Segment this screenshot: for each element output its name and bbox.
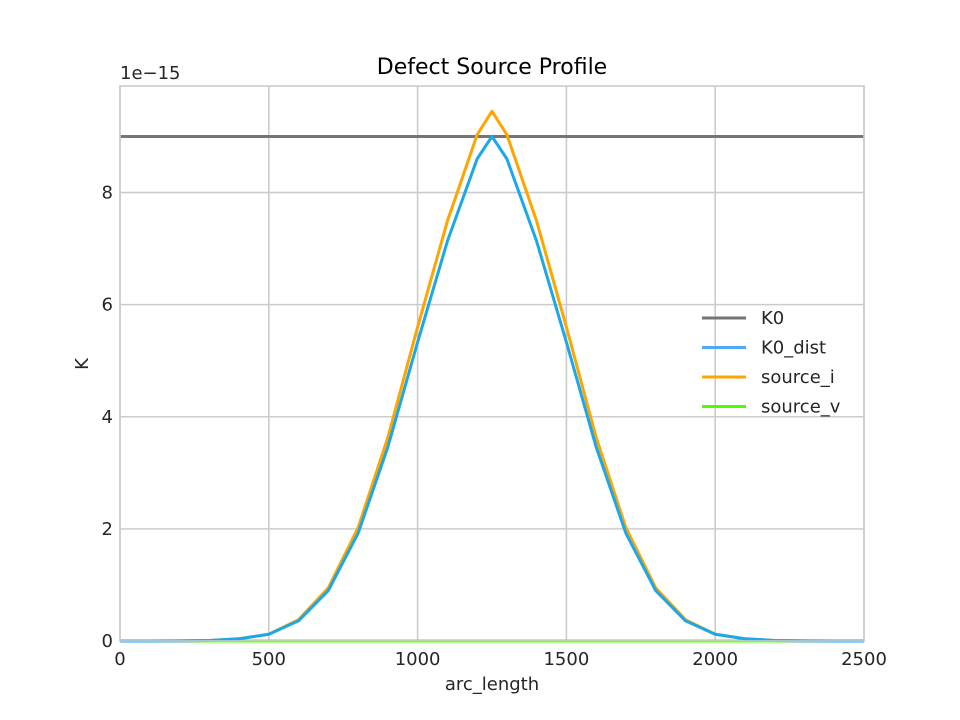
x-axis-label: arc_length <box>445 674 539 695</box>
y-tick-label: 6 <box>102 295 113 316</box>
x-tick-label: 2000 <box>692 649 738 670</box>
legend-label: source_i <box>761 367 835 388</box>
chart-title: Defect Source Profile <box>377 55 607 80</box>
tick-labels: 0 500 1000 1500 2000 2500 0 2 4 6 8 <box>102 183 887 670</box>
x-tick-label: 500 <box>252 649 286 670</box>
legend-label: source_v <box>761 397 841 418</box>
y-axis-label: K <box>72 357 93 370</box>
y-tick-label: 8 <box>102 183 113 204</box>
x-tick-label: 2500 <box>841 649 887 670</box>
plot-frame <box>119 85 865 642</box>
series-line-K0-dist <box>120 134 864 643</box>
x-tick-label: 0 <box>114 649 125 670</box>
y-tick-label: 4 <box>102 407 113 428</box>
legend: K0 K0_dist source_i source_v <box>702 308 841 418</box>
y-offset-label: 1e−15 <box>120 63 181 84</box>
legend-label: K0_dist <box>761 338 826 359</box>
y-tick-label: 2 <box>102 519 113 540</box>
x-tick-label: 1500 <box>543 649 589 670</box>
y-tick-label: 0 <box>102 631 113 652</box>
x-tick-label: 1000 <box>395 649 441 670</box>
legend-label: K0 <box>761 308 784 329</box>
